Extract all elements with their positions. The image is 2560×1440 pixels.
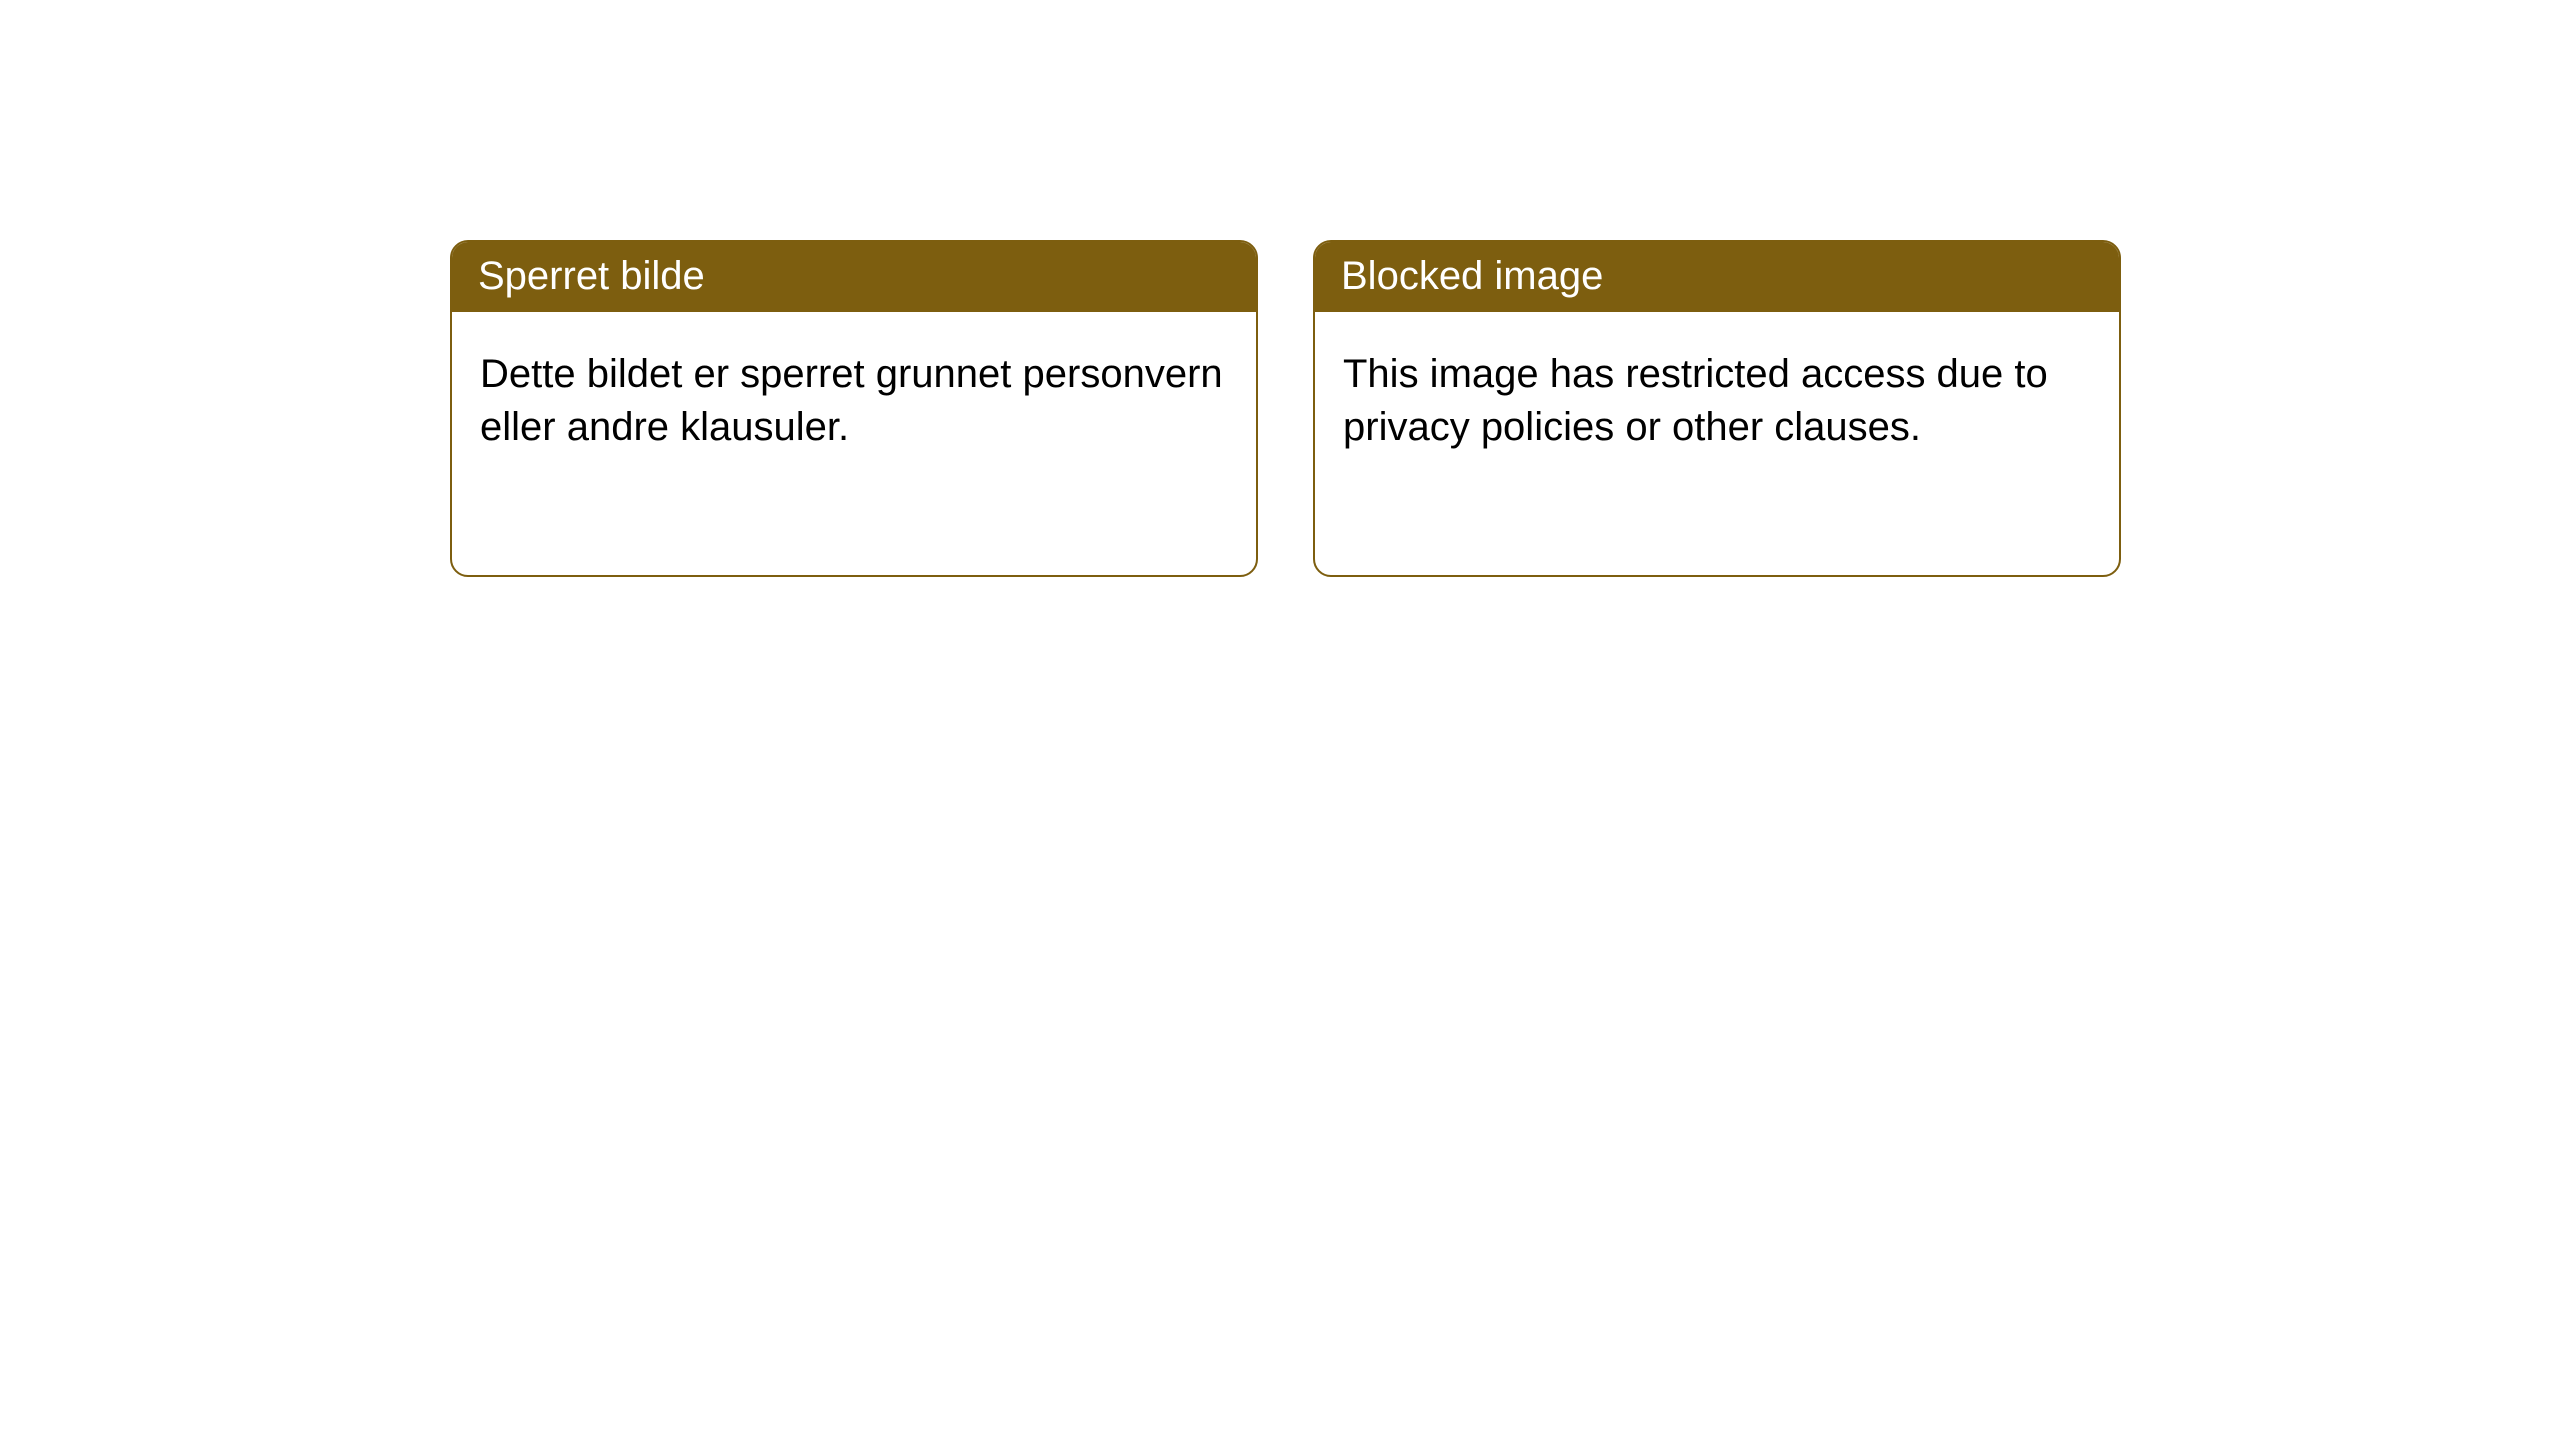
notice-card-norwegian: Sperret bilde Dette bildet er sperret gr… (450, 240, 1258, 577)
notice-body: Dette bildet er sperret grunnet personve… (452, 312, 1256, 482)
notice-card-english: Blocked image This image has restricted … (1313, 240, 2121, 577)
notice-title: Blocked image (1315, 242, 2119, 312)
notice-container: Sperret bilde Dette bildet er sperret gr… (450, 240, 2560, 577)
notice-title: Sperret bilde (452, 242, 1256, 312)
notice-body: This image has restricted access due to … (1315, 312, 2119, 482)
